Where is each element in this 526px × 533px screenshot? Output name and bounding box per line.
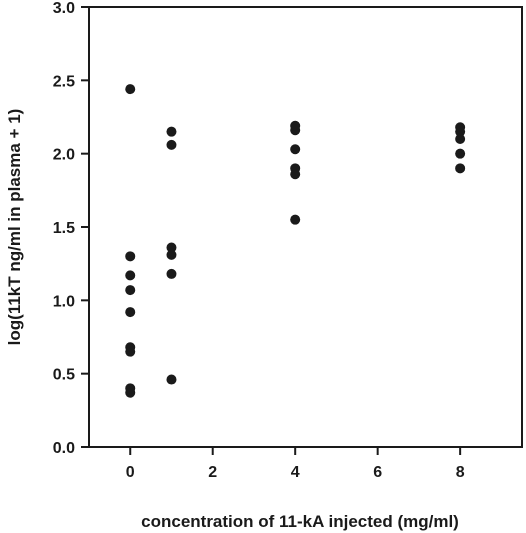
y-tick-label: 0.0 xyxy=(53,440,75,457)
data-point xyxy=(125,346,136,357)
data-point xyxy=(166,242,177,253)
y-tick-label: 0.5 xyxy=(53,367,75,384)
plot-area xyxy=(88,6,523,448)
x-tick-label: 0 xyxy=(126,464,135,481)
data-point xyxy=(166,374,177,385)
y-tick-label: 1.0 xyxy=(53,293,75,310)
x-tick-label: 2 xyxy=(208,464,217,481)
data-point xyxy=(455,134,466,144)
data-point xyxy=(125,251,136,262)
y-tick-label: 1.5 xyxy=(53,220,75,237)
y-axis-label: log(11kT ng/ml in plasma + 1) xyxy=(5,109,24,346)
x-tick-label: 6 xyxy=(373,464,382,481)
data-point xyxy=(166,139,177,150)
data-point xyxy=(125,270,136,281)
data-point xyxy=(290,144,301,155)
data-point xyxy=(290,169,301,180)
data-point xyxy=(290,214,301,225)
data-point xyxy=(166,268,177,279)
y-tick-label: 2.0 xyxy=(53,147,75,164)
y-axis: 0.0 0.5 1.0 1.5 2.0 2.5 3.0 xyxy=(53,0,89,457)
data-point xyxy=(290,125,301,136)
data-point xyxy=(125,84,136,95)
data-point xyxy=(455,148,466,159)
data-point xyxy=(125,285,136,296)
x-axis: 0 2 4 6 8 xyxy=(126,447,465,481)
x-tick-label: 8 xyxy=(456,464,465,481)
data-point xyxy=(455,163,466,174)
data-point xyxy=(455,126,466,137)
x-tick-label: 4 xyxy=(291,464,300,481)
data-point xyxy=(166,249,177,260)
data-point xyxy=(125,307,136,318)
y-tick-label: 3.0 xyxy=(53,0,75,17)
data-point xyxy=(166,126,177,137)
data-point xyxy=(125,387,136,398)
y-tick-label: 2.5 xyxy=(53,73,75,90)
x-axis-label: concentration of 11-kA injected (mg/ml) xyxy=(141,512,459,531)
data-points xyxy=(125,84,466,398)
plot-frame xyxy=(88,6,523,448)
